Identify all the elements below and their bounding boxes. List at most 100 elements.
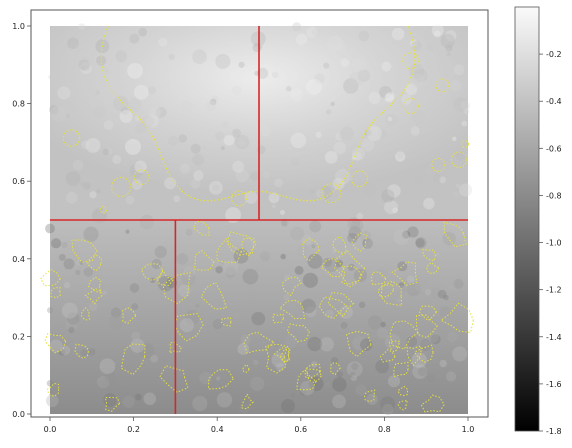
- heatmap-texture-blob: [127, 62, 143, 79]
- contour-patch: [99, 206, 108, 214]
- contour-patch: [306, 368, 322, 383]
- heatmap-texture-blob: [351, 363, 359, 371]
- heatmap-texture-blob: [364, 237, 379, 252]
- heatmap-texture-blob: [129, 163, 144, 178]
- heatmap-texture-blob: [325, 309, 334, 319]
- heatmap-texture-blob: [222, 260, 239, 276]
- heatmap-texture-blob: [397, 298, 402, 303]
- contour-patch: [281, 276, 303, 297]
- heatmap-texture-blob: [97, 101, 105, 108]
- heatmap-texture-blob: [78, 59, 90, 71]
- heatmap-texture-blob: [409, 63, 425, 79]
- contour-patch: [71, 239, 98, 263]
- heatmap-texture-blob: [103, 393, 117, 407]
- heatmap-texture-blob: [461, 120, 468, 127]
- heatmap-texture-blob: [150, 354, 159, 363]
- heatmap-texture-blob: [237, 343, 250, 355]
- heatmap-texture-blob: [315, 131, 322, 138]
- heatmap-texture-blob: [446, 52, 451, 57]
- contour-patch: [321, 183, 342, 204]
- heatmap-texture-blob: [284, 274, 291, 281]
- heatmap-texture-blob: [94, 106, 106, 118]
- heatmap-texture-blob: [410, 73, 425, 88]
- y-tick-label: 0.0: [12, 410, 25, 419]
- heatmap-texture-blob: [402, 230, 411, 239]
- heatmap-texture-blob: [411, 109, 427, 125]
- heatmap-texture-blob: [384, 200, 399, 215]
- heatmap-texture-blob: [290, 88, 303, 102]
- heatmap-texture-blob: [75, 269, 81, 276]
- heatmap-texture-blob: [254, 70, 260, 76]
- heatmap-texture-blob: [392, 207, 399, 214]
- heatmap-texture-blob: [129, 33, 140, 44]
- contour-patch: [273, 346, 290, 363]
- heatmap-texture-blob: [311, 361, 318, 368]
- colorbar-tick-label: -1.2: [546, 286, 562, 295]
- colorbar-tick-label: -0.2: [546, 50, 562, 59]
- contour-patch: [111, 176, 132, 197]
- heatmap-texture-blob: [355, 384, 367, 396]
- contour-patch: [216, 237, 243, 264]
- heatmap-texture-blob: [225, 207, 242, 223]
- contour-patch: [351, 232, 368, 252]
- heatmap-texture-blob: [430, 287, 442, 299]
- heatmap-texture-blob: [102, 290, 107, 296]
- colorbar-tick-label: -1.0: [546, 239, 562, 248]
- heatmap-texture-blob: [284, 333, 299, 349]
- x-axis: 0.0 0.2 0.4 0.6 0.8 1.0: [44, 417, 474, 434]
- heatmap-texture-blob: [148, 86, 156, 95]
- heatmap-texture-blob: [157, 275, 174, 292]
- heatmap-texture-blob: [444, 277, 459, 292]
- heatmap-texture-blob: [286, 86, 292, 92]
- contour-patch: [451, 151, 468, 168]
- heatmap-texture-blob: [120, 106, 130, 115]
- heatmap-texture-blob: [375, 359, 390, 374]
- heatmap-texture-blob: [168, 53, 175, 61]
- heatmap-texture-blob: [96, 375, 110, 389]
- heatmap-texture-blob: [104, 69, 109, 74]
- heatmap-texture-blob: [260, 251, 270, 262]
- heatmap-texture-blob: [125, 138, 141, 155]
- heatmap-texture-blob: [314, 73, 326, 84]
- heatmap-texture-blob: [133, 84, 149, 100]
- contour-patch: [87, 276, 103, 293]
- colorbar-tick-label: -0.8: [546, 191, 562, 200]
- heatmap-texture-blob: [252, 43, 262, 53]
- heatmap-texture-blob: [336, 371, 343, 378]
- heatmap-texture-blob: [192, 49, 207, 64]
- heatmap-texture-blob: [77, 55, 93, 72]
- heatmap-texture-blob: [361, 282, 366, 287]
- heatmap-texture-blob: [134, 160, 147, 173]
- heatmap-texture-blob: [67, 37, 79, 49]
- contour-patch: [389, 320, 419, 350]
- contour-patch: [402, 52, 419, 70]
- heatmap-texture-blob: [63, 282, 71, 289]
- heatmap-texture-blob: [49, 105, 59, 115]
- heatmap-texture-blob: [432, 174, 441, 183]
- heatmap-texture-blob: [180, 100, 193, 113]
- heatmap-texture-blob: [361, 138, 375, 152]
- heatmap-texture-blob: [290, 226, 305, 241]
- heatmap-texture-blob: [366, 125, 382, 142]
- heatmap-texture-blob: [327, 35, 343, 52]
- heatmap-texture-blob: [89, 191, 97, 199]
- heatmap-texture-blob: [185, 228, 193, 236]
- heatmap-texture-blob: [450, 79, 462, 92]
- heatmap-texture-blob: [232, 160, 245, 173]
- heatmap-texture-blob: [225, 267, 236, 278]
- heatmap-texture-blob: [81, 140, 91, 150]
- heatmap-texture-blob: [112, 154, 122, 164]
- heatmap-texture-blob: [244, 190, 258, 204]
- heatmap-texture-blob: [414, 68, 428, 83]
- contour-patch: [334, 250, 366, 286]
- heatmap-texture-blob: [47, 307, 54, 314]
- heatmap-texture-blob: [68, 326, 75, 334]
- heatmap-texture-blob: [103, 120, 114, 130]
- heatmap-texture-blob: [143, 392, 157, 406]
- contour-patch: [393, 361, 409, 378]
- heatmap-texture-blob: [173, 195, 181, 203]
- contour-patch: [174, 312, 204, 342]
- heatmap-texture-blob: [452, 191, 460, 198]
- colorbar-tick-label: -0.4: [546, 97, 562, 106]
- heatmap-texture-blob: [324, 151, 338, 164]
